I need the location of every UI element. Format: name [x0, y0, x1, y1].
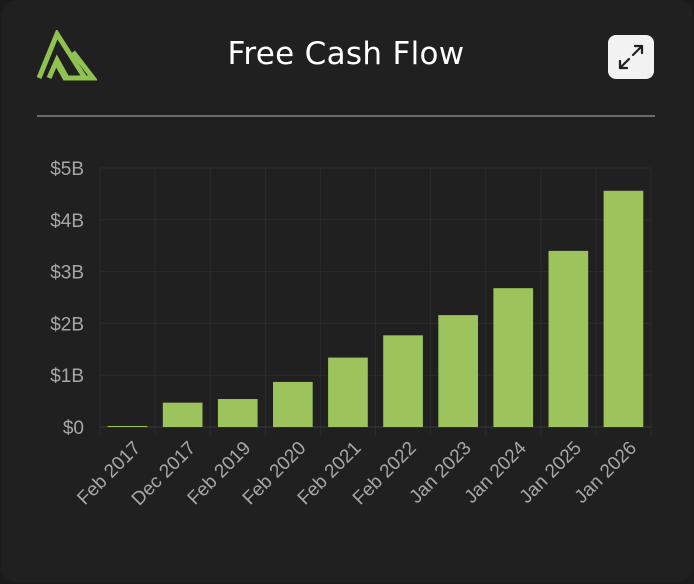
header-divider: [37, 115, 655, 117]
bar-3[interactable]: [273, 381, 313, 427]
bar-6[interactable]: [438, 315, 478, 427]
brand-logo-icon: [36, 30, 97, 81]
bars-layer: [107, 190, 644, 427]
y-tick-label: $2B: [50, 314, 84, 335]
y-tick-label: $5B: [50, 159, 84, 180]
bar-4[interactable]: [328, 357, 368, 427]
y-tick-label: $4B: [50, 211, 84, 232]
bar-7[interactable]: [493, 288, 534, 427]
chart-title: Free Cash Flow: [227, 36, 465, 72]
bar-1[interactable]: [162, 402, 203, 427]
y-tick-label: $1B: [50, 366, 84, 387]
y-axis-labels: $0 $1B $2B $3B $4B $5B: [50, 159, 84, 439]
expand-button[interactable]: [608, 35, 654, 79]
bar-5[interactable]: [383, 335, 423, 427]
bar-9[interactable]: [603, 190, 644, 427]
y-tick-label: $3B: [50, 263, 84, 284]
expand-arrows-icon: [618, 44, 644, 70]
y-tick-label: $0: [63, 418, 84, 439]
bar-2[interactable]: [217, 399, 258, 427]
bar-0[interactable]: [107, 426, 148, 427]
bar-8[interactable]: [548, 250, 589, 427]
